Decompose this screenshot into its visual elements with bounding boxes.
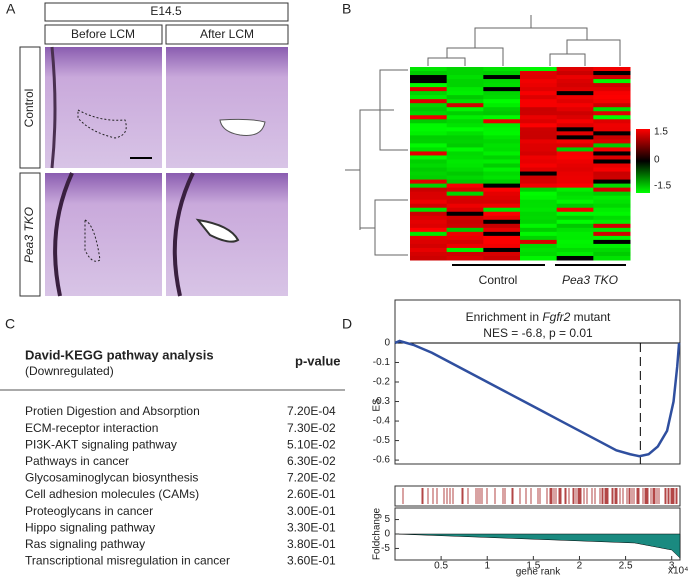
pathway-name: Protien Digestion and Absorption [25, 404, 200, 418]
column-header: p-value [295, 353, 341, 368]
y-axis-label: ES [372, 398, 383, 412]
pathway-name: Glycosaminoglycan biosynthesis [25, 471, 198, 485]
x-tick-label: 1.5 [526, 561, 540, 572]
y-axis-label: Foldchange [372, 507, 383, 560]
x-tick-label: 0.5 [434, 561, 448, 572]
p-value: 6.30E-02 [287, 454, 336, 468]
p-value: 3.30E-01 [287, 520, 336, 534]
panel-letter: A [6, 1, 16, 17]
title-part: Enrichment in [466, 310, 543, 324]
gene-hits [402, 488, 678, 504]
micrographs [45, 46, 288, 297]
x-tick-label: 1 [484, 561, 490, 572]
colorbar [636, 129, 650, 193]
column-label: After LCM [200, 27, 254, 41]
p-value: 3.00E-01 [287, 504, 336, 518]
column-label: Before LCM [71, 27, 135, 41]
x-tick-label: 2 [577, 561, 583, 572]
y-tick-label: 5 [384, 514, 390, 525]
pathway-name: Transcriptional misregulation in cancer [25, 554, 230, 568]
p-value: 7.20E-02 [287, 471, 336, 485]
y-tick-label: 0 [384, 338, 390, 349]
row-box [19, 46, 41, 169]
table-title: David-KEGG pathway analysis [25, 347, 214, 362]
header-box [44, 2, 289, 22]
group-label: Control [479, 273, 518, 287]
row-label: Pea3 TKO [22, 207, 36, 263]
pathway-name: PI3K-AKT signaling pathway [25, 437, 177, 451]
x-multiplier: x10⁴ [668, 566, 688, 577]
pathway-name: Proteoglycans in cancer [25, 504, 153, 518]
colorbar-label: 0 [654, 155, 660, 166]
panel-letter: D [342, 316, 352, 332]
pathway-name: Cell adhesion molecules (CAMs) [25, 487, 199, 501]
plot-stats: NES = -6.8, p = 0.01 [483, 326, 593, 340]
heatmap [410, 67, 631, 261]
y-tick-label: -0.3 [373, 396, 391, 407]
p-value: 3.60E-01 [287, 554, 336, 568]
dendrogram [345, 15, 621, 256]
group-label: Pea3 TKO [562, 273, 618, 287]
y-tick-label: -0.1 [373, 357, 391, 368]
colorbar-label: 1.5 [654, 127, 668, 138]
p-value: 7.20E-04 [287, 404, 336, 418]
es-axes [394, 299, 681, 465]
x-axis-label: gene rank [516, 567, 561, 577]
header-box [165, 24, 289, 45]
title-gene: Fgfr2 [542, 310, 570, 324]
y-tick-label: -0.2 [373, 377, 391, 388]
pathway-name: Hippo signaling pathway [25, 520, 155, 534]
x-tick-label: 2.5 [619, 561, 633, 572]
foldchange-area [394, 533, 681, 559]
y-tick-label: -5 [381, 543, 390, 554]
header-box [44, 24, 163, 45]
p-value: 5.10E-02 [287, 437, 336, 451]
panel-letter: C [5, 316, 15, 332]
pathway-name: Ras signaling pathway [25, 537, 145, 551]
colorbar-label: -1.5 [654, 181, 672, 192]
pathway-name: Pathways in cancer [25, 454, 129, 468]
p-value: 2.60E-01 [287, 487, 336, 501]
p-value: 3.80E-01 [287, 537, 336, 551]
row-box [19, 172, 41, 297]
y-tick-label: -0.5 [373, 435, 391, 446]
y-tick-label: -0.4 [373, 416, 391, 427]
stage-label: E14.5 [150, 4, 182, 18]
y-tick-label: 0 [384, 529, 390, 540]
title-part: mutant [570, 310, 611, 324]
p-value: 7.30E-02 [287, 421, 336, 435]
x-tick-label: 3 [669, 561, 675, 572]
pathway-name: ECM-receptor interaction [25, 421, 158, 435]
y-tick-label: -0.6 [373, 455, 391, 466]
panel-letter: B [342, 1, 351, 17]
hit-axes [394, 485, 681, 507]
row-label: Control [22, 89, 36, 128]
es-curve [394, 339, 681, 458]
plot-title: Enrichment in Fgfr2 mutant [466, 310, 611, 324]
table-subtitle: (Downregulated) [25, 364, 114, 378]
